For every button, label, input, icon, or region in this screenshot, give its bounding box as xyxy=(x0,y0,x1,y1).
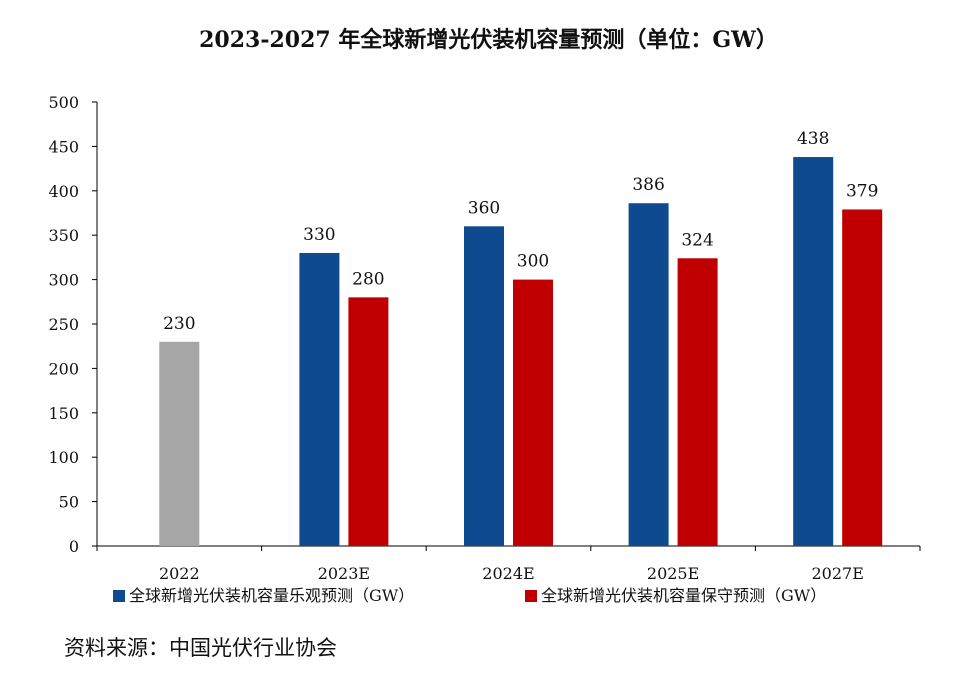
x-tick-label: 2025E xyxy=(647,564,699,583)
x-tick-label: 2022 xyxy=(159,564,200,583)
data-label: 360 xyxy=(468,198,500,218)
bar-historical xyxy=(159,341,200,546)
bar-series-2 xyxy=(348,297,389,546)
y-tick-label: 450 xyxy=(48,137,79,156)
legend-label: 全球新增光伏装机容量乐观预测（GW） xyxy=(129,586,414,605)
bar-series-2 xyxy=(842,209,883,546)
y-tick-label: 50 xyxy=(59,493,79,512)
bar-series-2 xyxy=(513,279,553,546)
y-tick-label: 200 xyxy=(48,359,79,378)
legend-label: 全球新增光伏装机容量保守预测（GW） xyxy=(541,586,826,605)
y-tick-label: 150 xyxy=(48,404,79,423)
bar-series-1 xyxy=(628,203,669,546)
legend: 全球新增光伏装机容量乐观预测（GW） 全球新增光伏装机容量保守预测（GW） xyxy=(113,586,826,605)
data-label: 324 xyxy=(681,230,713,250)
y-tick-label: 350 xyxy=(48,226,79,245)
y-tick-label: 250 xyxy=(48,315,79,334)
data-label: 230 xyxy=(163,314,195,334)
data-label: 300 xyxy=(517,252,549,272)
bar-series-1 xyxy=(793,157,834,546)
x-tick-label: 2024E xyxy=(482,564,534,583)
bar-series-1 xyxy=(299,252,340,546)
source-note: 资料来源：中国光伏行业协会 xyxy=(64,636,337,660)
axes: 0 50 100 150 200 250 300 350 400 450 500 2022 2023E 2… xyxy=(48,93,921,583)
y-tick-label: 100 xyxy=(48,448,79,467)
x-tick-label: 2023E xyxy=(318,564,370,583)
bars xyxy=(159,157,883,546)
y-tick-label: 0 xyxy=(69,537,79,556)
data-label: 438 xyxy=(797,129,829,149)
legend-swatch xyxy=(525,590,537,602)
bar-series-1 xyxy=(464,226,504,546)
bar-series-2 xyxy=(677,258,718,546)
y-tick-label: 400 xyxy=(48,182,79,201)
data-label: 330 xyxy=(303,225,335,245)
chart-title: 2023-2027 年全球新增光伏装机容量预测（单位：GW） xyxy=(199,27,778,53)
data-label: 280 xyxy=(352,269,384,289)
data-label: 386 xyxy=(632,175,664,195)
data-label: 379 xyxy=(846,181,878,201)
y-tick-label: 300 xyxy=(48,271,79,290)
x-tick-label: 2027E xyxy=(811,564,863,583)
y-tick-label: 500 xyxy=(48,93,79,112)
legend-swatch xyxy=(113,590,125,602)
data-labels: 230 330 280 360 300 386 324 438 379 xyxy=(163,129,878,334)
